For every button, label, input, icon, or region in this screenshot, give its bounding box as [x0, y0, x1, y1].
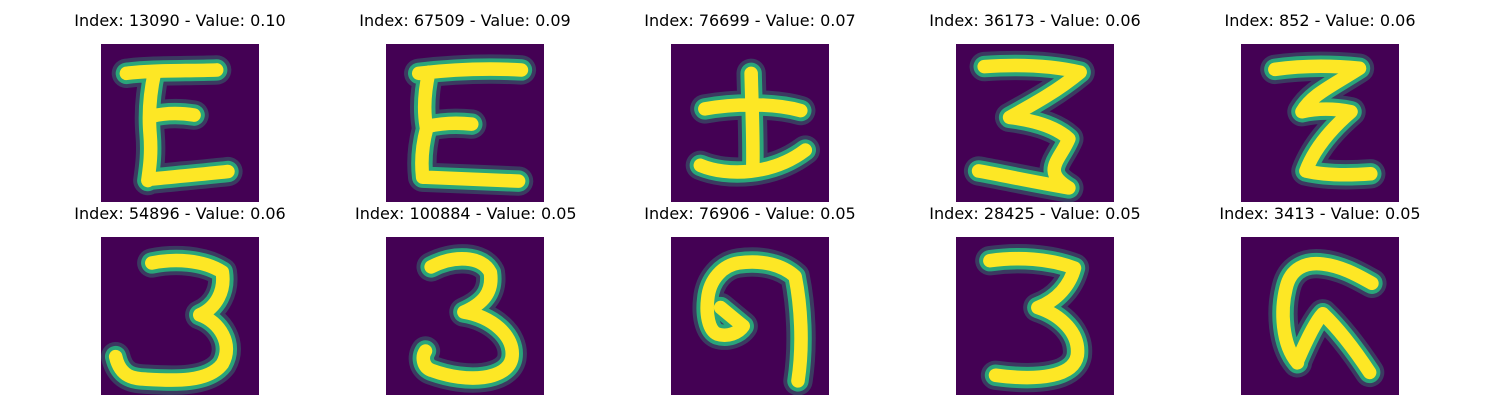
glyph-stroke [983, 251, 1085, 385]
panel-image [671, 237, 829, 395]
glyph [1260, 51, 1386, 190]
glyph [685, 58, 820, 187]
panel-image [386, 237, 544, 395]
panel-2: Index: 67509 - Value: 0.09 [355, 10, 575, 202]
panel-title: Index: 67509 - Value: 0.09 [359, 11, 571, 30]
panel-title: Index: 3413 - Value: 0.05 [1219, 204, 1421, 223]
panel-title: Index: 100884 - Value: 0.05 [355, 204, 577, 223]
glyph-stroke [416, 252, 519, 385]
glyph-stroke [700, 255, 808, 388]
panel-title: Index: 54896 - Value: 0.06 [74, 204, 286, 223]
glyph [111, 55, 243, 196]
panel-6: Index: 54896 - Value: 0.06 [70, 203, 290, 395]
panel-image [1241, 237, 1399, 395]
panel-image [956, 237, 1114, 395]
panel-title: Index: 28425 - Value: 0.05 [929, 204, 1141, 223]
glyph [963, 50, 1095, 202]
panel-title: Index: 36173 - Value: 0.06 [929, 11, 1141, 30]
glyph [404, 54, 537, 196]
panel-image [386, 44, 544, 202]
panel-7: Index: 100884 - Value: 0.05 [355, 203, 577, 395]
glyph-stroke [971, 58, 1087, 195]
panel-title: Index: 13090 - Value: 0.10 [74, 11, 286, 30]
panel-image [101, 44, 259, 202]
panel-image [956, 44, 1114, 202]
glyph-stroke [693, 66, 813, 179]
panel-1: Index: 13090 - Value: 0.10 [70, 10, 290, 202]
panel-8: Index: 76906 - Value: 0.05 [640, 203, 860, 395]
glyph [101, 245, 241, 395]
panel-image [101, 237, 259, 395]
panel-title: Index: 76699 - Value: 0.07 [644, 11, 856, 30]
panel-image [671, 44, 829, 202]
glyph [975, 244, 1093, 393]
panel-4: Index: 36173 - Value: 0.06 [925, 10, 1145, 202]
panel-title: Index: 76906 - Value: 0.05 [644, 204, 856, 223]
glyph [408, 244, 527, 393]
glyph-stroke [411, 62, 529, 188]
panel-title: Index: 852 - Value: 0.06 [1224, 11, 1416, 30]
panel-10: Index: 3413 - Value: 0.05 [1210, 203, 1430, 395]
glyph-stroke [119, 63, 235, 188]
panel-3: Index: 76699 - Value: 0.07 [640, 10, 860, 202]
panel-9: Index: 28425 - Value: 0.05 [925, 203, 1145, 395]
glyph-stroke [108, 253, 234, 387]
glyph [1268, 249, 1387, 388]
glyph-stroke [1268, 59, 1378, 182]
glyph-stroke [1276, 256, 1379, 380]
glyph [692, 247, 816, 395]
panel-image [1241, 44, 1399, 202]
panel-5: Index: 852 - Value: 0.06 [1210, 10, 1430, 202]
